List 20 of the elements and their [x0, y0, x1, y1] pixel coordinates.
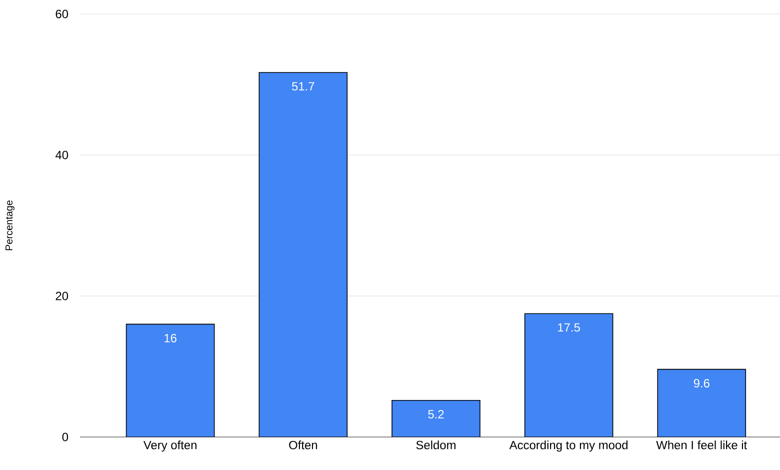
y-axis-title: Percentage — [6, 200, 14, 250]
data-label: 5.2 — [428, 410, 444, 418]
y-tick-label: 40 — [55, 150, 68, 160]
y-tick-label: 60 — [56, 10, 68, 18]
y-tick-label: 0 — [62, 432, 68, 442]
data-label: 17.5 — [558, 323, 580, 332]
bar — [392, 400, 480, 437]
x-tick-label: Often — [289, 440, 317, 450]
data-label: 9.6 — [694, 379, 710, 388]
bar — [524, 313, 614, 437]
bar — [126, 324, 215, 437]
x-tick-label: When I feel like it — [656, 440, 748, 450]
x-tick-label: Seldom — [416, 440, 456, 450]
data-label: 16 — [164, 334, 176, 342]
x-tick-label: According to my mood — [509, 440, 628, 452]
data-label: 51.7 — [292, 82, 314, 91]
bar — [657, 368, 746, 437]
x-tick-label: Very often — [143, 440, 196, 452]
y-tick-label: 20 — [56, 292, 68, 300]
bar — [258, 72, 348, 437]
